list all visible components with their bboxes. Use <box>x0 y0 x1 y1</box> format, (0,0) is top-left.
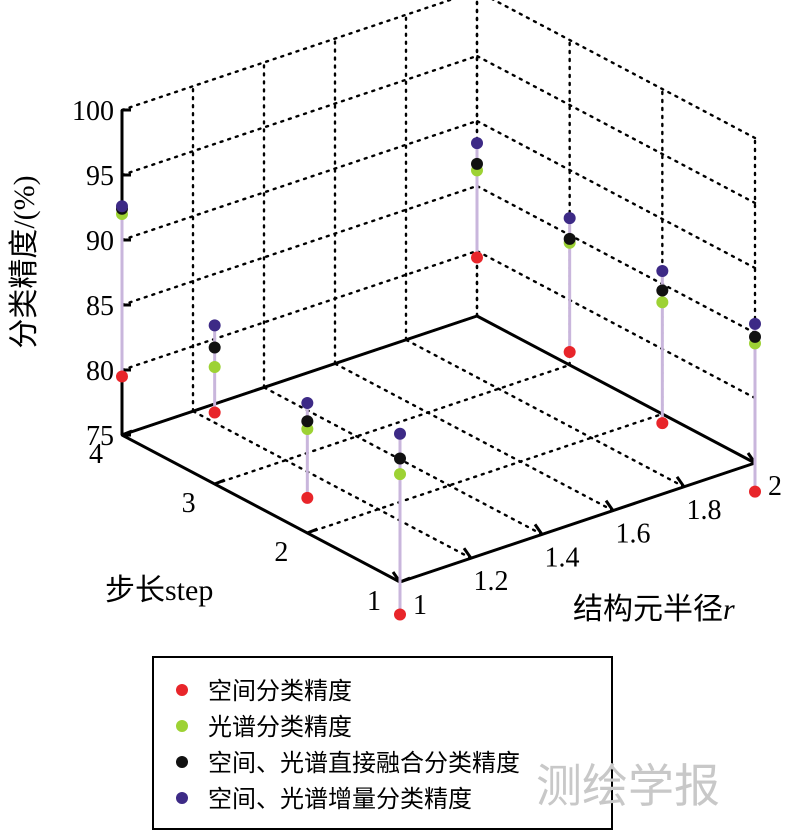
grid-floor-r-1 <box>191 410 473 560</box>
back-floor-line <box>121 314 478 437</box>
grid-back-z-5 <box>120 0 454 112</box>
legend-label-3: 空间、光谱增量分类精度 <box>208 786 472 813</box>
point-series-0 <box>749 485 761 498</box>
x-axis-label-text: 结构元半径 <box>573 593 723 626</box>
x-tick-label: 1 <box>413 590 427 621</box>
grid-floor-step-1 <box>306 412 664 535</box>
x-tick-label: 1.4 <box>545 542 580 573</box>
grid-back-z-1 <box>120 249 479 372</box>
point-series-2 <box>471 157 483 170</box>
legend-label-1: 光谱分类精度 <box>208 714 352 741</box>
data-points <box>116 137 761 621</box>
point-series-2 <box>656 284 669 297</box>
point-series-2 <box>749 330 761 343</box>
z-tick-label: 75 <box>86 421 114 452</box>
grid-back-z-3 <box>120 119 479 242</box>
point-series-3 <box>301 397 314 409</box>
point-series-3 <box>749 317 761 330</box>
grid-back-z-2 <box>120 184 479 307</box>
grid-side-z-2 <box>475 184 757 335</box>
point-series-0 <box>208 406 221 419</box>
x-tick-label: 1.2 <box>474 566 509 597</box>
legend-marker-2 <box>176 756 188 768</box>
point-series-1 <box>394 468 406 481</box>
z-tick-label: 90 <box>86 226 114 257</box>
y-tick-label: 4 <box>89 439 103 470</box>
legend-label-0: 空间分类精度 <box>208 678 352 705</box>
point-series-3 <box>563 212 576 225</box>
grid-floor-step-2 <box>213 363 571 486</box>
point-series-3 <box>208 319 221 332</box>
point-series-2 <box>563 232 576 245</box>
point-series-1 <box>208 361 221 373</box>
point-series-1 <box>656 296 669 309</box>
z-axis-label: 分类精度/(%) <box>8 175 41 348</box>
y-axis-label: 步长step <box>105 574 213 607</box>
z-tick-label: 95 <box>86 161 114 192</box>
x-tick-mark <box>604 499 615 512</box>
x-tick-mark <box>462 547 473 560</box>
x-axis-line <box>399 461 756 584</box>
point-series-2 <box>208 341 221 354</box>
y-tick-mark <box>121 429 133 437</box>
y-tick-mark <box>214 478 226 486</box>
grid-side-z-5 <box>491 0 757 140</box>
point-series-0 <box>116 370 128 383</box>
tick-labels: 75 80 85 90 95 100 1 1.2 1.4 1.6 1.8 2 1 2 3 4 <box>72 96 782 621</box>
point-series-0 <box>563 346 576 358</box>
point-series-3 <box>394 427 406 440</box>
z-tick-label: 85 <box>86 291 114 322</box>
y-tick-label: 1 <box>367 586 381 617</box>
side-floor-line <box>476 314 756 465</box>
z-tick-label: 100 <box>72 96 114 127</box>
point-series-3 <box>471 137 483 150</box>
z-tick-label: 80 <box>86 356 114 387</box>
point-series-0 <box>656 417 669 430</box>
point-series-3 <box>656 265 669 277</box>
grid-floor-r-3 <box>333 362 615 512</box>
legend-label-2: 空间、光谱直接融合分类精度 <box>208 750 520 777</box>
y-tick-mark <box>399 576 411 584</box>
grid-side-z-4 <box>475 54 757 205</box>
grid-side-z-1 <box>475 249 757 400</box>
grid-floor-r-4 <box>404 338 686 488</box>
point-series-0 <box>471 251 483 264</box>
stems <box>120 143 757 615</box>
legend-box <box>152 656 613 830</box>
x-tick-mark <box>533 523 544 536</box>
point-series-0 <box>301 491 314 504</box>
legend-marker-1 <box>176 720 188 732</box>
y-tick-label: 3 <box>182 488 196 519</box>
x-tick-label: 1.6 <box>616 519 651 550</box>
y-tick-mark <box>306 527 318 535</box>
x-tick-label: 2 <box>768 471 782 502</box>
x-axis-label-italic: r <box>723 593 735 626</box>
point-series-2 <box>394 452 406 465</box>
y-axis-line <box>121 433 401 584</box>
point-series-3 <box>116 200 128 213</box>
x-tick-mark <box>675 475 686 488</box>
x-axis-label: 结构元半径r <box>573 593 735 626</box>
y-tick-label: 2 <box>274 537 288 568</box>
legend-marker-3 <box>176 792 188 804</box>
grid-side-z-3 <box>475 119 757 270</box>
point-series-0 <box>394 608 406 621</box>
watermark: 测绘学报 <box>536 759 720 813</box>
point-series-2 <box>301 415 314 428</box>
grid-back-z-4 <box>120 54 479 177</box>
x-tick-label: 1.8 <box>687 495 722 526</box>
legend-marker-0 <box>176 684 188 696</box>
